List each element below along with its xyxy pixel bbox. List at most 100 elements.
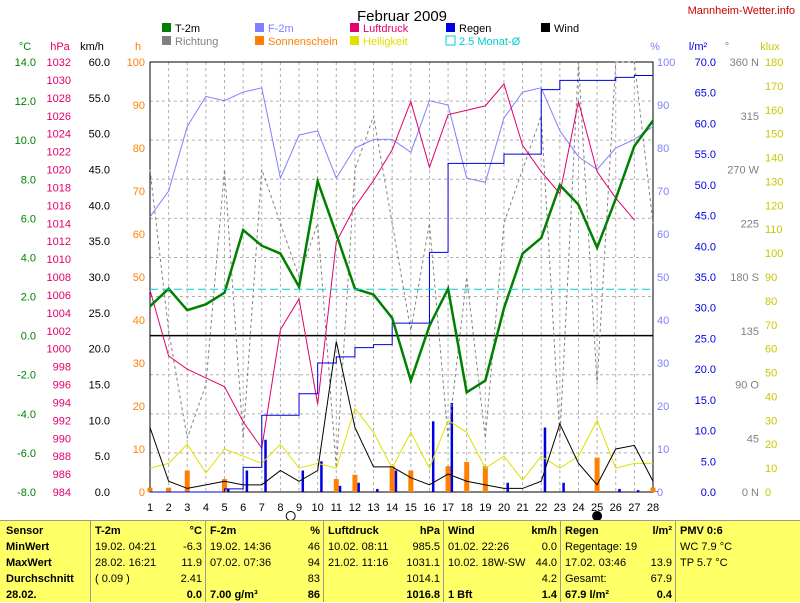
rain-bar [636,490,640,492]
pressure-tick-label: 1004 [47,308,71,320]
humidity-tick-label: 70 [657,186,669,198]
hum-day-value: 86 [307,589,320,601]
rain-tick-label: 5.0 [701,456,716,468]
brightness-tick-label: 20 [765,439,777,451]
pressure-tick-label: 1032 [47,57,71,69]
new-moon-icon [592,511,603,520]
temp-day-value: 0.0 [186,589,202,601]
legend-swatch [541,23,550,32]
x-tick-label: 5 [221,502,227,514]
pressure-tick-label: 1020 [47,165,71,177]
temperature-line [149,119,655,395]
sun-bar [445,466,451,492]
rain-tick-label: 70.0 [695,57,716,69]
chart-title: Februar 2009 [357,8,447,25]
pressure-tick-label: 1016 [47,200,71,212]
legend-swatch [350,23,359,32]
rain-day-value: 0.4 [656,589,672,601]
rain-bar [301,470,305,492]
wind-tick-label: 45.0 [89,165,110,177]
humidity-tick-label: 10 [657,444,669,456]
bars [147,402,658,492]
temp-unit: °C [189,525,202,537]
axis-unit-wind: km/h [80,41,104,53]
legend-label: Richtung [175,36,218,48]
temp-tick-label: 0.0 [21,331,36,343]
stats-temp: T-2m °C 19.02. 04:21 -6.3 28.02. 16:21 11.9… [90,521,206,602]
rain-total-value: 67.9 [650,573,672,585]
rain-max-time: 17.02. 03:46 [565,557,627,569]
sun-tick-label: 20 [133,401,145,413]
x-tick-label: 16 [423,502,435,514]
rain-bar [320,461,323,492]
rain-tick-label: 25.0 [695,333,716,345]
x-tick-label: 22 [535,502,547,514]
legend-label: Regen [459,23,491,35]
wind-max-value: 44.0 [535,557,557,569]
stats-pressure: Luftdruck hPa 10.02. 08:11 985.5 21.02. 11… [323,521,444,602]
sensor-avg: Durchschnitt [6,573,74,585]
hum-min-time: 19.02. 14:36 [210,541,272,553]
legend-label: 2.5 Monat-Ø [459,36,521,48]
temp-tick-label: 14.0 [15,57,36,69]
rain-tick-label: 20.0 [695,364,716,376]
rain-bar [338,485,342,492]
pressure-tick-label: 1000 [47,344,71,356]
wind-tick-label: 25.0 [89,308,110,320]
wind-tick-label: 55.0 [89,93,110,105]
pressure-tick-label: 1030 [47,75,71,87]
legend-label: Sonnenschein [268,36,338,48]
sun-tick-label: 70 [133,186,145,198]
wind-tick-label: 40.0 [89,200,110,212]
sun-bar [184,470,190,492]
wind-tick-label: 35.0 [89,236,110,248]
x-tick-label: 19 [479,502,491,514]
site-link[interactable]: Mannheim-Wetter.info [688,5,795,17]
temp-max-time: 28.02. 16:21 [95,557,157,569]
x-tick-label: 18 [461,502,473,514]
x-tick-label: 13 [367,502,379,514]
wind-day-value: 1.4 [541,589,557,601]
x-tick-label: 27 [628,502,640,514]
x-tick-label: 7 [259,502,265,514]
pressure-tick-label: 1028 [47,93,71,105]
direction-tick-label: 225 [741,218,759,230]
brightness-tick-label: 130 [765,176,783,188]
x-tick-label: 3 [184,502,190,514]
sensor-min: MinWert [6,541,50,553]
hum-day-note: 7.00 g/m³ [210,589,258,601]
humidity-tick-label: 30 [657,358,669,370]
sensor-max: MaxWert [6,557,52,569]
pressure-tick-label: 1018 [47,182,71,194]
sun-bar [408,470,414,492]
stats-rain: Regen l/m² Regentage: 19 17.02. 03:46 13.9… [560,521,676,602]
hum-header: F-2m [210,525,237,537]
pressure-tick-label: 996 [53,380,71,392]
rain-tick-label: 40.0 [695,241,716,253]
temp-min-time: 19.02. 04:21 [95,541,157,553]
sun-bar [166,487,172,492]
brightness-line [149,407,653,481]
rain-bar [543,427,547,492]
brightness-tick-label: 100 [765,248,783,260]
stats-humidity: F-2m% 19.02. 14:36 46 07.02. 07:36 94 83 7… [205,521,324,602]
x-tick-label: 15 [405,502,417,514]
wind-min-time: 01.02. 22:26 [448,541,510,553]
press-min-value: 985.5 [412,541,440,553]
brightness-tick-label: 80 [765,296,777,308]
stats-panel: Sensor MinWert MaxWert Durchschnitt 28.0… [0,520,800,602]
temp-tick-label: 12.0 [15,96,36,108]
sun-tick-label: 30 [133,358,145,370]
x-tick-label: 25 [591,502,603,514]
rain-bar [562,482,565,492]
press-min-time: 10.02. 08:11 [328,541,389,553]
axis-unit-humidity: % [650,41,660,53]
axis-unit-sun: h [135,41,141,53]
rain-unit: l/m² [652,525,672,537]
press-max-value: 1031.1 [406,557,440,569]
sun-bar [222,479,228,492]
x-tick-label: 6 [240,502,246,514]
brightness-tick-label: 60 [765,344,777,356]
temp-tick-label: -6.0 [17,448,36,460]
